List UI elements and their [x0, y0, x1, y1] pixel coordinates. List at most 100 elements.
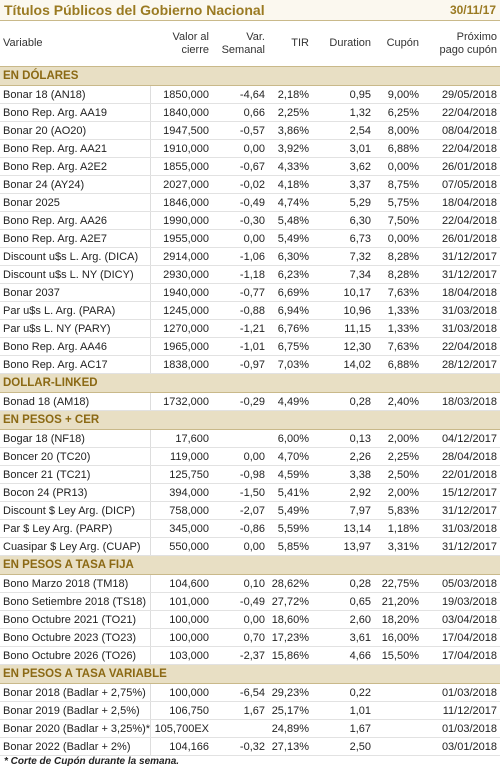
cell: 2027,000 [150, 175, 212, 194]
cell: 15/12/2017 [422, 483, 500, 502]
column-header: Duration [312, 21, 374, 67]
cell: 3,01 [312, 139, 374, 158]
cell: 15,86% [268, 646, 312, 665]
bond-name: Bono Rep. Arg. A2E7 [0, 229, 151, 248]
cell: 0,00 [212, 447, 268, 466]
cell: 03/04/2018 [422, 610, 500, 629]
cell: 11/12/2017 [422, 701, 500, 720]
cell: 07/05/2018 [422, 175, 500, 194]
cell: 31/12/2017 [422, 537, 500, 556]
column-header: Var. Semanal [212, 21, 268, 67]
cell: 1850,000 [150, 85, 212, 104]
bond-name: Par u$s L. Arg. (PARA) [0, 301, 151, 320]
cell: 0,22 [312, 683, 374, 702]
data-row: Boncer 20 (TC20) 119,000 0,00 4,70% 2,26 2,25… [0, 447, 500, 466]
cell: 22/01/2018 [422, 465, 500, 484]
cell: 103,000 [150, 646, 212, 665]
cell: 31/12/2017 [422, 247, 500, 266]
column-header: Próximo pago cupón [422, 21, 500, 67]
cell: -1,06 [212, 247, 268, 266]
cell: 5,48% [268, 211, 312, 230]
section-title: EN PESOS A TASA FIJA [0, 555, 500, 575]
cell: 1955,000 [150, 229, 212, 248]
cell: -1,18 [212, 265, 268, 284]
cell: -1,21 [212, 319, 268, 338]
cell: 2,18% [268, 85, 312, 104]
cell: 4,70% [268, 447, 312, 466]
cell: 5,41% [268, 483, 312, 502]
data-row: Bogar 18 (NF18) 17,600 6,00% 0,13 2,00% 04/12… [0, 429, 500, 448]
cell [374, 701, 422, 720]
data-row: Bono Rep. Arg. AA19 1840,000 0,66 2,25% 1,32… [0, 103, 500, 122]
data-row: Bono Rep. Arg. AA26 1990,000 -0,30 5,48% 6,3… [0, 211, 500, 230]
cell: 0,00% [374, 229, 422, 248]
cell: 17/04/2018 [422, 646, 500, 665]
cell: 19/03/2018 [422, 592, 500, 611]
data-row: Boncer 21 (TC21) 125,750 -0,98 4,59% 3,38 2,5… [0, 465, 500, 484]
bond-name: Discount u$s L. NY (DICY) [0, 265, 151, 284]
cell: 2,26 [312, 447, 374, 466]
cell: 18,60% [268, 610, 312, 629]
cell: -4,64 [212, 85, 268, 104]
cell: 25,17% [268, 701, 312, 720]
cell: 18/04/2018 [422, 193, 500, 212]
cell: 0,28 [312, 392, 374, 411]
cell: 1965,000 [150, 337, 212, 356]
data-row: Bono Marzo 2018 (TM18) 104,600 0,10 28,62% 0… [0, 574, 500, 593]
cell [374, 737, 422, 756]
bond-name: Bonar 24 (AY24) [0, 175, 151, 194]
data-row: Bocon 24 (PR13) 394,000 -1,50 5,41% 2,92 2,00… [0, 483, 500, 502]
data-row: Par $ Ley Arg. (PARP) 345,000 -0,86 5,59% 13… [0, 519, 500, 538]
bond-name: Bono Rep. Arg. AA21 [0, 139, 151, 158]
data-row: Bono Octubre 2023 (TO23) 100,000 0,70 17,23… [0, 628, 500, 647]
data-row: Discount u$s L. NY (DICY) 2930,000 -1,18 6,… [0, 265, 500, 284]
cell: 3,92% [268, 139, 312, 158]
cell: 4,18% [268, 175, 312, 194]
section-row: EN PESOS A TASA FIJA [0, 555, 500, 575]
cell: 0,00 [212, 537, 268, 556]
table-body: EN DÓLARES Bonar 18 (AN18) 1850,000 -4,64 2,… [0, 66, 500, 756]
cell: -0,30 [212, 211, 268, 230]
bond-name: Bonar 2022 (Badlar + 2%) [0, 737, 151, 756]
cell: 3,38 [312, 465, 374, 484]
cell: 2,50 [312, 737, 374, 756]
cell: 7,32 [312, 247, 374, 266]
cell: 7,03% [268, 355, 312, 374]
cell [374, 683, 422, 702]
data-row: Cuasipar $ Ley Arg. (CUAP) 550,000 0,00 5,8… [0, 537, 500, 556]
section-row: EN PESOS + CER [0, 410, 500, 430]
section-row: EN DÓLARES [0, 66, 500, 86]
cell: -0,67 [212, 157, 268, 176]
cell: 1846,000 [150, 193, 212, 212]
cell: 106,750 [150, 701, 212, 720]
cell: 1855,000 [150, 157, 212, 176]
cell: 31/03/2018 [422, 319, 500, 338]
cell: 0,00 [212, 139, 268, 158]
cell: 1,18% [374, 519, 422, 538]
date: 30/11/17 [449, 3, 496, 17]
cell: 4,74% [268, 193, 312, 212]
cell: 22/04/2018 [422, 139, 500, 158]
data-row: Bonar 2019 (Badlar + 2,5%) 106,750 1,67 25,… [0, 701, 500, 720]
cell: 2,40% [374, 392, 422, 411]
data-row: Bonad 18 (AM18) 1732,000 -0,29 4,49% 0,28 2,4… [0, 392, 500, 411]
cell: 100,000 [150, 683, 212, 702]
data-row: Bonar 2022 (Badlar + 2%) 104,166 -0,32 27,1… [0, 737, 500, 756]
cell: 6,88% [374, 355, 422, 374]
data-row: Bonar 20 (AO20) 1947,500 -0,57 3,86% 2,54 8,0… [0, 121, 500, 140]
cell: 31/12/2017 [422, 265, 500, 284]
cell: 2930,000 [150, 265, 212, 284]
cell: 1910,000 [150, 139, 212, 158]
cell: 0,65 [312, 592, 374, 611]
bond-name: Bocon 24 (PR13) [0, 483, 151, 502]
bond-name: Boncer 20 (TC20) [0, 447, 151, 466]
cell: 5,85% [268, 537, 312, 556]
cell: 6,69% [268, 283, 312, 302]
cell: 7,63% [374, 337, 422, 356]
bond-name: Boncer 21 (TC21) [0, 465, 151, 484]
cell: 3,86% [268, 121, 312, 140]
data-row: Bonar 2018 (Badlar + 2,75%) 100,000 -6,54 2… [0, 683, 500, 702]
cell: 125,750 [150, 465, 212, 484]
bond-table: Variable Valor al cierre Var. Semanal TIR Du… [0, 21, 500, 756]
cell: 7,63% [374, 283, 422, 302]
